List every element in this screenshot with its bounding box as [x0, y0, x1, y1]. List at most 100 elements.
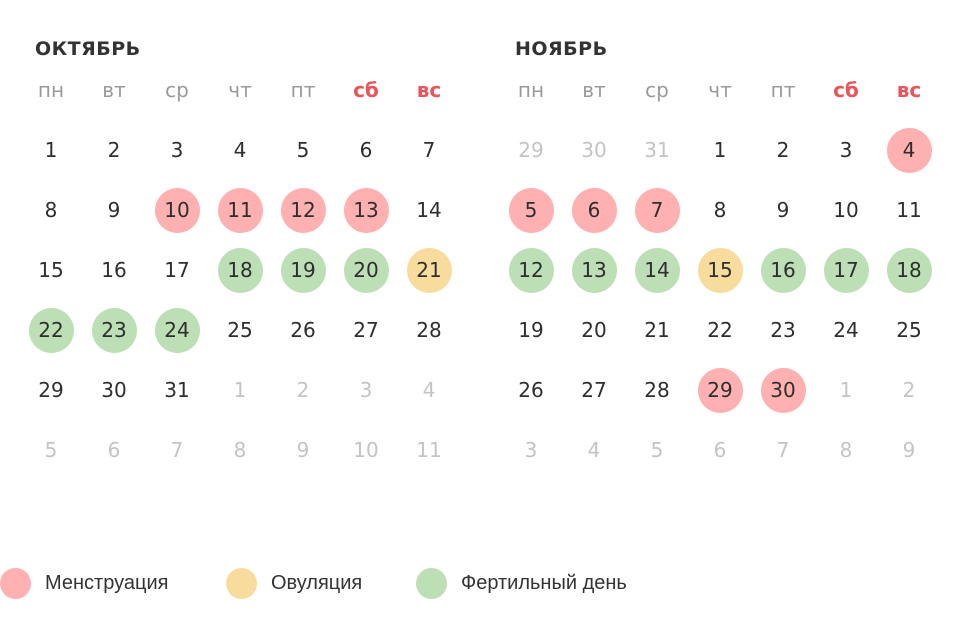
day-cell-other-month[interactable]: 1 — [233, 378, 247, 402]
day-cell-other-month[interactable]: 5 — [44, 438, 58, 462]
day-cell-fertile[interactable]: 22 — [28, 307, 74, 353]
day-cell-other-month[interactable]: 6 — [713, 438, 727, 462]
weekday-header: вт — [102, 78, 126, 102]
day-cell[interactable]: 25 — [896, 318, 922, 342]
day-cell-ovulation[interactable]: 15 — [697, 247, 743, 293]
day-cell[interactable]: 5 — [296, 138, 310, 162]
day-cell-other-month[interactable]: 4 — [422, 378, 436, 402]
day-cell-fertile[interactable]: 12 — [508, 247, 554, 293]
day-cell[interactable]: 21 — [644, 318, 670, 342]
day-cell-other-month[interactable]: 6 — [107, 438, 121, 462]
day-cell-other-month[interactable]: 5 — [650, 438, 664, 462]
day-cell-menstruation[interactable]: 6 — [571, 187, 617, 233]
month-title: ОКТЯБРЬ — [35, 38, 141, 60]
day-cell-other-month[interactable]: 2 — [902, 378, 916, 402]
day-cell-menstruation[interactable]: 10 — [154, 187, 200, 233]
day-cell[interactable]: 3 — [170, 138, 184, 162]
day-cell[interactable]: 4 — [233, 138, 247, 162]
day-cell-fertile[interactable]: 20 — [343, 247, 389, 293]
day-cell[interactable]: 1 — [713, 138, 727, 162]
day-cell-other-month[interactable]: 8 — [839, 438, 853, 462]
day-cell[interactable]: 25 — [227, 318, 253, 342]
day-cell-fertile[interactable]: 24 — [154, 307, 200, 353]
day-cell[interactable]: 29 — [38, 378, 64, 402]
day-cell-fertile[interactable]: 16 — [760, 247, 806, 293]
day-cell[interactable]: 26 — [290, 318, 316, 342]
day-cell-other-month[interactable]: 31 — [644, 138, 670, 162]
day-cell[interactable]: 8 — [44, 198, 58, 222]
weekday-header: сб — [833, 78, 859, 102]
weekday-header: сб — [353, 78, 379, 102]
day-cell[interactable]: 27 — [581, 378, 607, 402]
weekday-header: пт — [770, 78, 796, 102]
day-cell-other-month[interactable]: 3 — [524, 438, 538, 462]
day-cell-fertile[interactable]: 18 — [217, 247, 263, 293]
day-cell-other-month[interactable]: 1 — [839, 378, 853, 402]
fertile-dot-icon — [416, 567, 447, 599]
legend-item-fertile: Фертильный день — [416, 565, 627, 601]
day-cell-fertile[interactable]: 14 — [634, 247, 680, 293]
day-cell-other-month[interactable]: 11 — [416, 438, 442, 462]
day-cell[interactable]: 24 — [833, 318, 859, 342]
day-cell[interactable]: 14 — [416, 198, 442, 222]
day-cell-other-month[interactable]: 8 — [233, 438, 247, 462]
legend-item-menstruation: Менструация — [0, 565, 168, 601]
day-cell-other-month[interactable]: 9 — [902, 438, 916, 462]
day-cell-menstruation[interactable]: 29 — [697, 367, 743, 413]
day-cell[interactable]: 27 — [353, 318, 379, 342]
day-cell[interactable]: 3 — [839, 138, 853, 162]
day-cell-other-month[interactable]: 7 — [170, 438, 184, 462]
weekday-header: вт — [582, 78, 606, 102]
day-cell-other-month[interactable]: 2 — [296, 378, 310, 402]
day-cell-other-month[interactable]: 4 — [587, 438, 601, 462]
day-cell[interactable]: 2 — [776, 138, 790, 162]
day-cell[interactable]: 9 — [107, 198, 121, 222]
day-cell-fertile[interactable]: 18 — [886, 247, 932, 293]
day-cell-menstruation[interactable]: 11 — [217, 187, 263, 233]
weekday-header: вс — [896, 78, 922, 102]
day-cell[interactable]: 20 — [581, 318, 607, 342]
day-cell-fertile[interactable]: 23 — [91, 307, 137, 353]
day-cell-other-month[interactable]: 30 — [581, 138, 607, 162]
menstruation-dot-icon — [0, 567, 31, 599]
day-cell[interactable]: 19 — [518, 318, 544, 342]
weekday-header: ср — [165, 78, 189, 102]
day-cell-fertile[interactable]: 17 — [823, 247, 869, 293]
day-cell[interactable]: 30 — [101, 378, 127, 402]
day-cell[interactable]: 6 — [359, 138, 373, 162]
day-cell[interactable]: 8 — [713, 198, 727, 222]
day-cell[interactable]: 26 — [518, 378, 544, 402]
day-cell-menstruation[interactable]: 4 — [886, 127, 932, 173]
day-cell-menstruation[interactable]: 30 — [760, 367, 806, 413]
day-cell[interactable]: 28 — [644, 378, 670, 402]
day-cell[interactable]: 11 — [896, 198, 922, 222]
day-cell[interactable]: 28 — [416, 318, 442, 342]
day-cell-menstruation[interactable]: 13 — [343, 187, 389, 233]
day-cell[interactable]: 10 — [833, 198, 859, 222]
day-cell[interactable]: 1 — [44, 138, 58, 162]
day-cell-menstruation[interactable]: 7 — [634, 187, 680, 233]
day-cell[interactable]: 16 — [101, 258, 127, 282]
day-cell-other-month[interactable]: 10 — [353, 438, 379, 462]
weekday-header: вс — [416, 78, 442, 102]
day-cell[interactable]: 15 — [38, 258, 64, 282]
day-cell-fertile[interactable]: 13 — [571, 247, 617, 293]
ovulation-dot-icon — [226, 567, 257, 599]
weekday-header: пт — [290, 78, 316, 102]
day-cell-ovulation[interactable]: 21 — [406, 247, 452, 293]
day-cell[interactable]: 17 — [164, 258, 190, 282]
day-cell-menstruation[interactable]: 12 — [280, 187, 326, 233]
day-cell[interactable]: 31 — [164, 378, 190, 402]
day-cell-other-month[interactable]: 7 — [776, 438, 790, 462]
day-cell[interactable]: 9 — [776, 198, 790, 222]
day-cell-other-month[interactable]: 9 — [296, 438, 310, 462]
day-cell-other-month[interactable]: 3 — [359, 378, 373, 402]
day-cell-fertile[interactable]: 19 — [280, 247, 326, 293]
month-title: НОЯБРЬ — [515, 38, 608, 60]
day-cell[interactable]: 7 — [422, 138, 436, 162]
day-cell[interactable]: 23 — [770, 318, 796, 342]
day-cell-other-month[interactable]: 29 — [518, 138, 544, 162]
day-cell[interactable]: 2 — [107, 138, 121, 162]
day-cell-menstruation[interactable]: 5 — [508, 187, 554, 233]
day-cell[interactable]: 22 — [707, 318, 733, 342]
